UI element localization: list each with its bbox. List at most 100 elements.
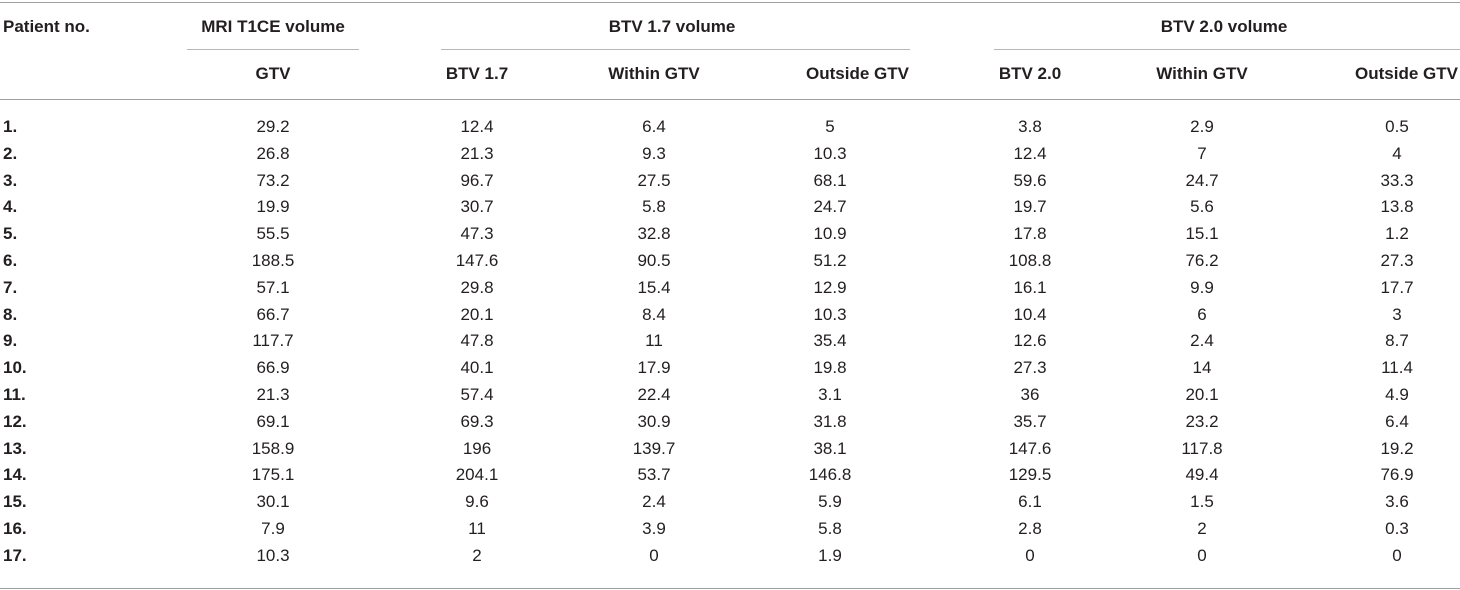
table-cell: 15.4 — [637, 277, 671, 297]
row-label: 13. — [3, 438, 27, 458]
row-label: 7. — [3, 277, 18, 297]
table-cell: 69.1 — [256, 411, 290, 431]
table-cell: 10.4 — [1013, 304, 1047, 324]
table-cell: 32.8 — [637, 224, 671, 244]
col-header-btv20: BTV 2.0 — [998, 64, 1062, 83]
table-cell: 20.1 — [460, 304, 494, 324]
table-cell: 19.2 — [1380, 438, 1414, 458]
row-label: 8. — [3, 304, 18, 324]
table-cell: 96.7 — [460, 170, 494, 190]
table-cell: 147.6 — [1008, 438, 1052, 458]
table-cell: 30.7 — [460, 197, 494, 217]
table-cell: 73.2 — [256, 170, 290, 190]
table-cell: 16.1 — [1013, 277, 1047, 297]
table-cell: 69.3 — [460, 411, 494, 431]
row-label: 10. — [3, 358, 27, 378]
header-group-mri: MRI T1CE volume — [201, 17, 345, 36]
table-cell: 3.6 — [1385, 492, 1409, 512]
table-cell: 55.5 — [256, 224, 290, 244]
table-cell: 2 — [1197, 519, 1207, 538]
table-cell: 10.3 — [256, 545, 290, 565]
table-cell: 17.9 — [637, 358, 671, 378]
table-cell: 19.9 — [256, 197, 290, 217]
row-label: 12. — [3, 411, 27, 431]
table-cell: 8.4 — [642, 304, 666, 324]
table-cell: 0 — [1025, 545, 1035, 565]
table-cell: 5.8 — [642, 197, 666, 217]
table-cell: 6.4 — [642, 117, 666, 136]
table-cell: 22.4 — [637, 385, 671, 404]
table-cell: 2.8 — [1018, 519, 1042, 538]
table-cell: 2 — [472, 545, 482, 565]
row-label: 17. — [3, 545, 27, 565]
table-cell: 27.3 — [1380, 251, 1414, 270]
table-cell: 7 — [1197, 143, 1207, 163]
row-label: 4. — [3, 197, 18, 217]
table-cell: 76.9 — [1380, 465, 1414, 485]
table-cell: 147.6 — [455, 251, 499, 270]
table-cell: 31.8 — [813, 411, 847, 431]
col-header-within-gtv-20: Within GTV — [1156, 64, 1248, 83]
table-cell: 36 — [1020, 385, 1040, 404]
table-cell: 188.5 — [251, 251, 295, 270]
row-label: 11. — [3, 385, 26, 404]
table-cell: 10.3 — [813, 304, 847, 324]
table-cell: 30.1 — [256, 492, 290, 512]
table-cell: 11 — [468, 519, 486, 538]
table-cell: 108.8 — [1008, 251, 1052, 270]
table-cell: 53.7 — [637, 465, 671, 485]
table-cell: 9.9 — [1190, 277, 1214, 297]
row-label: 1. — [3, 117, 18, 136]
table-cell: 0.5 — [1385, 117, 1409, 136]
table-cell: 17.7 — [1380, 277, 1414, 297]
row-label: 6. — [3, 251, 18, 270]
table-cell: 6.4 — [1385, 411, 1409, 431]
table-cell: 9.3 — [642, 143, 666, 163]
header-patient-no: Patient no. — [3, 17, 90, 36]
table-cell: 3.1 — [818, 385, 842, 404]
table-cell: 5.9 — [818, 492, 842, 512]
col-header-outside-gtv-17: Outside GTV — [806, 64, 909, 83]
table-cell: 27.5 — [637, 170, 671, 190]
table-cell: 11 — [645, 331, 663, 351]
table-cell: 3.9 — [642, 519, 666, 538]
table-cell: 17.8 — [1013, 224, 1047, 244]
table-cell: 13.8 — [1380, 197, 1414, 217]
table-cell: 47.3 — [460, 224, 494, 244]
table-cell: 35.4 — [813, 331, 847, 351]
table-cell: 30.9 — [637, 411, 671, 431]
col-header-outside-gtv-20: Outside GTV — [1355, 64, 1458, 83]
table-cell: 7.9 — [261, 519, 285, 538]
table-cell: 139.7 — [632, 438, 676, 458]
table-cell: 117.7 — [252, 331, 294, 351]
table-cell: 24.7 — [1185, 170, 1219, 190]
row-label: 5. — [3, 224, 18, 244]
table-cell: 175.1 — [251, 465, 295, 485]
header-group-btv20: BTV 2.0 volume — [1160, 17, 1288, 36]
table-cell: 57.4 — [460, 385, 494, 404]
table-cell: 12.6 — [1013, 331, 1047, 351]
table-cell: 0 — [1197, 545, 1207, 565]
header-group-btv17: BTV 1.7 volume — [608, 17, 736, 36]
table-cell: 10.3 — [813, 143, 847, 163]
table-bottom-rule — [0, 588, 1460, 589]
table-cell: 40.1 — [460, 358, 494, 378]
table-cell: 57.1 — [256, 277, 290, 297]
table-cell: 12.9 — [813, 277, 847, 297]
header-bottom-rule — [0, 99, 1460, 100]
table-cell: 196 — [462, 438, 492, 458]
table-top-rule — [0, 2, 1460, 3]
group-rule-btv20 — [994, 49, 1460, 50]
table-cell: 1.9 — [818, 545, 842, 565]
table-cell: 11.4 — [1381, 358, 1413, 378]
table-cell: 27.3 — [1013, 358, 1047, 378]
table-cell: 12.4 — [1013, 143, 1047, 163]
table-cell: 35.7 — [1013, 411, 1047, 431]
table-cell: 24.7 — [813, 197, 847, 217]
row-label: 15. — [3, 492, 27, 512]
table-cell: 5.6 — [1190, 197, 1214, 217]
table-cell: 204.1 — [455, 465, 499, 485]
table-cell: 33.3 — [1380, 170, 1414, 190]
table-cell: 90.5 — [637, 251, 671, 270]
table-cell: 158.9 — [251, 438, 295, 458]
